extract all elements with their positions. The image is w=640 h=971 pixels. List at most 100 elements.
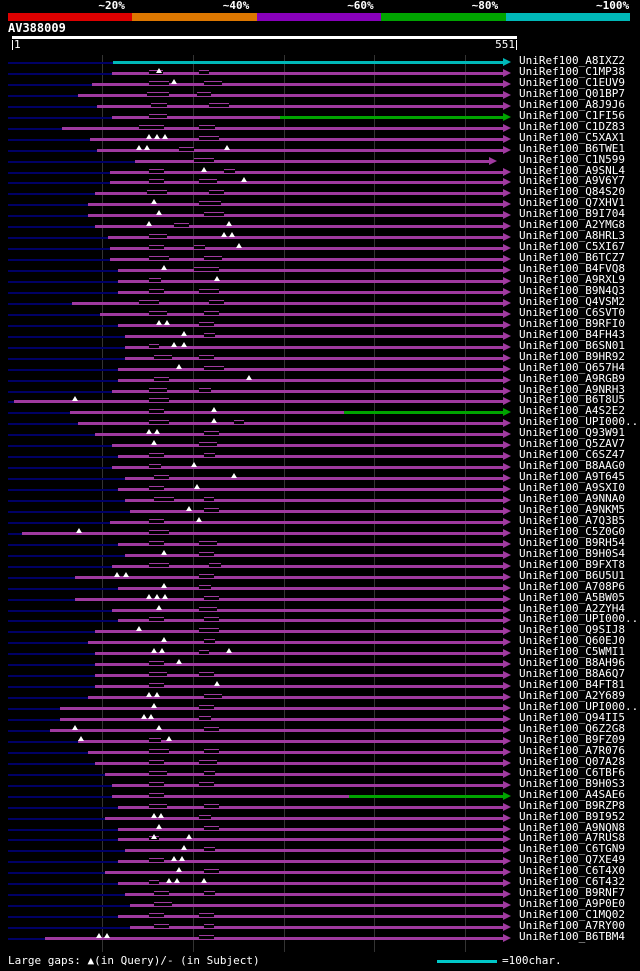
hit-label[interactable]: UniRef100_C6SVT0 xyxy=(519,305,625,319)
hit-label[interactable]: UniRef100_B4FVQ8 xyxy=(519,262,625,276)
hit-label[interactable]: UniRef100_Q9SIJ8 xyxy=(519,623,625,637)
hit-bar[interactable] xyxy=(118,323,504,327)
hit-bar-green-segment[interactable] xyxy=(344,411,504,415)
hit-label[interactable]: UniRef100_B6T8U5 xyxy=(519,393,625,407)
hit-label[interactable]: UniRef100_B4FT81 xyxy=(519,678,625,692)
hit-label[interactable]: UniRef100_C5XAX1 xyxy=(519,130,625,144)
hit-bar[interactable] xyxy=(104,816,504,820)
hit-label[interactable]: UniRef100_UPI000... xyxy=(519,612,640,626)
hit-bar[interactable] xyxy=(130,926,504,930)
hit-bar[interactable] xyxy=(94,630,504,634)
hit-bar[interactable] xyxy=(111,444,504,448)
hit-bar[interactable] xyxy=(118,280,504,283)
hit-label[interactable]: UniRef100_Q5ZAV7 xyxy=(519,437,625,451)
hit-bar[interactable] xyxy=(97,148,504,152)
hit-bar[interactable] xyxy=(94,674,504,678)
hit-bar[interactable] xyxy=(60,718,504,721)
hit-label[interactable]: UniRef100_B9RFI0 xyxy=(519,316,625,330)
hit-bar[interactable] xyxy=(112,61,504,64)
hit-label[interactable]: UniRef100_B8AAG0 xyxy=(519,459,625,473)
hit-bar[interactable] xyxy=(118,269,504,273)
hit-label[interactable]: UniRef100_A9NKM5 xyxy=(519,502,625,516)
hit-label[interactable]: UniRef100_A2ZYH4 xyxy=(519,601,625,615)
hit-bar[interactable] xyxy=(90,137,504,141)
hit-bar[interactable] xyxy=(61,126,504,130)
hit-bar[interactable] xyxy=(100,312,504,316)
hit-bar[interactable] xyxy=(94,761,504,765)
hit-bar[interactable] xyxy=(118,367,504,371)
hit-bar[interactable] xyxy=(124,334,504,338)
hit-label[interactable]: UniRef100_C1FI56 xyxy=(519,108,625,122)
hit-label[interactable]: UniRef100_A9V6Y7 xyxy=(519,174,625,188)
hit-label[interactable]: UniRef100_B8AH96 xyxy=(519,656,625,670)
hit-bar[interactable] xyxy=(124,345,504,349)
hit-bar[interactable] xyxy=(118,290,504,294)
hit-bar[interactable] xyxy=(118,805,504,809)
hit-bar[interactable] xyxy=(124,553,504,557)
hit-bar[interactable] xyxy=(110,520,504,524)
hit-label[interactable]: UniRef100_B6TBM4 xyxy=(519,930,625,943)
hit-label[interactable]: UniRef100_Q84S20 xyxy=(519,185,625,199)
hit-label[interactable]: UniRef100_Q7XE49 xyxy=(519,853,625,867)
hit-bar[interactable] xyxy=(94,433,504,437)
hit-label[interactable]: UniRef100_Q4VSM2 xyxy=(519,294,625,308)
hit-bar[interactable] xyxy=(118,827,504,831)
hit-label[interactable]: UniRef100_B9N4Q3 xyxy=(519,283,625,297)
hit-label[interactable]: UniRef100_Q01BP7 xyxy=(519,86,625,100)
hit-bar[interactable] xyxy=(71,301,504,305)
hit-bar[interactable] xyxy=(118,860,504,864)
hit-bar[interactable] xyxy=(118,882,504,886)
hit-bar[interactable] xyxy=(111,783,504,787)
hit-label[interactable]: UniRef100_B9I704 xyxy=(519,207,625,221)
hit-label[interactable]: UniRef100_B6TCZ7 xyxy=(519,251,625,265)
hit-label[interactable]: UniRef100_A708P6 xyxy=(519,579,625,593)
hit-bar[interactable] xyxy=(88,641,504,645)
hit-bar[interactable] xyxy=(118,619,504,623)
hit-label[interactable]: UniRef100_C1N599 xyxy=(519,152,625,166)
hit-label[interactable]: UniRef100_A2Y689 xyxy=(519,689,625,703)
hit-label[interactable]: UniRef100_A8J9J6 xyxy=(519,97,625,111)
hit-bar[interactable] xyxy=(111,115,280,119)
hit-label[interactable]: UniRef100_C1MQ02 xyxy=(519,908,625,922)
hit-bar[interactable] xyxy=(78,739,504,743)
hit-label[interactable]: UniRef100_C1DZ83 xyxy=(519,119,625,133)
hit-bar[interactable] xyxy=(88,750,504,754)
hit-bar[interactable] xyxy=(97,104,504,108)
hit-label[interactable]: UniRef100_Q94II5 xyxy=(519,711,625,724)
hit-label[interactable]: UniRef100_B9RZP8 xyxy=(519,798,625,812)
hit-label[interactable]: UniRef100_A7R076 xyxy=(519,743,625,757)
hit-label[interactable]: UniRef100_A5BW05 xyxy=(519,590,625,604)
hit-label[interactable]: UniRef100_Q657H4 xyxy=(519,360,625,374)
hit-label[interactable]: UniRef100_B9I952 xyxy=(519,809,625,823)
hit-label[interactable]: UniRef100_C6T4X0 xyxy=(519,864,625,878)
hit-bar[interactable] xyxy=(124,893,504,897)
hit-label[interactable]: UniRef100_A9T645 xyxy=(519,470,625,484)
hit-label[interactable]: UniRef100_C6SZ47 xyxy=(519,448,625,462)
hit-bar[interactable] xyxy=(118,915,504,919)
hit-label[interactable]: UniRef100_C6T432 xyxy=(519,875,625,889)
hit-label[interactable]: UniRef100_B4FH43 xyxy=(519,327,625,341)
hit-label[interactable]: UniRef100_B9H0S4 xyxy=(519,546,625,560)
hit-bar[interactable] xyxy=(111,564,504,568)
hit-label[interactable]: UniRef100_A9NRH3 xyxy=(519,382,625,396)
hit-bar[interactable] xyxy=(111,389,504,393)
hit-bar[interactable] xyxy=(110,170,504,174)
hit-label[interactable]: UniRef100_B9HR92 xyxy=(519,349,625,363)
hit-bar[interactable] xyxy=(124,356,504,360)
hit-label[interactable]: UniRef100_B9FXT8 xyxy=(519,557,625,571)
hit-bar[interactable] xyxy=(110,247,504,251)
hit-bar[interactable] xyxy=(104,772,504,776)
hit-bar[interactable] xyxy=(88,203,504,207)
hit-bar[interactable] xyxy=(88,696,504,700)
hit-bar[interactable] xyxy=(94,225,504,229)
hit-label[interactable]: UniRef100_A9RXL9 xyxy=(519,273,625,286)
hit-bar[interactable] xyxy=(78,93,504,97)
hit-label[interactable]: UniRef100_Q60EJ0 xyxy=(519,634,625,648)
hit-label[interactable]: UniRef100_B9RH54 xyxy=(519,535,625,549)
hit-bar[interactable] xyxy=(124,499,504,502)
hit-bar-green-segment[interactable] xyxy=(279,115,504,119)
hit-bar[interactable] xyxy=(78,422,504,426)
hit-label[interactable]: UniRef100_B9FZ09 xyxy=(519,732,625,746)
hit-bar[interactable] xyxy=(118,542,504,546)
hit-label[interactable]: UniRef100_B8A6Q7 xyxy=(519,667,625,681)
